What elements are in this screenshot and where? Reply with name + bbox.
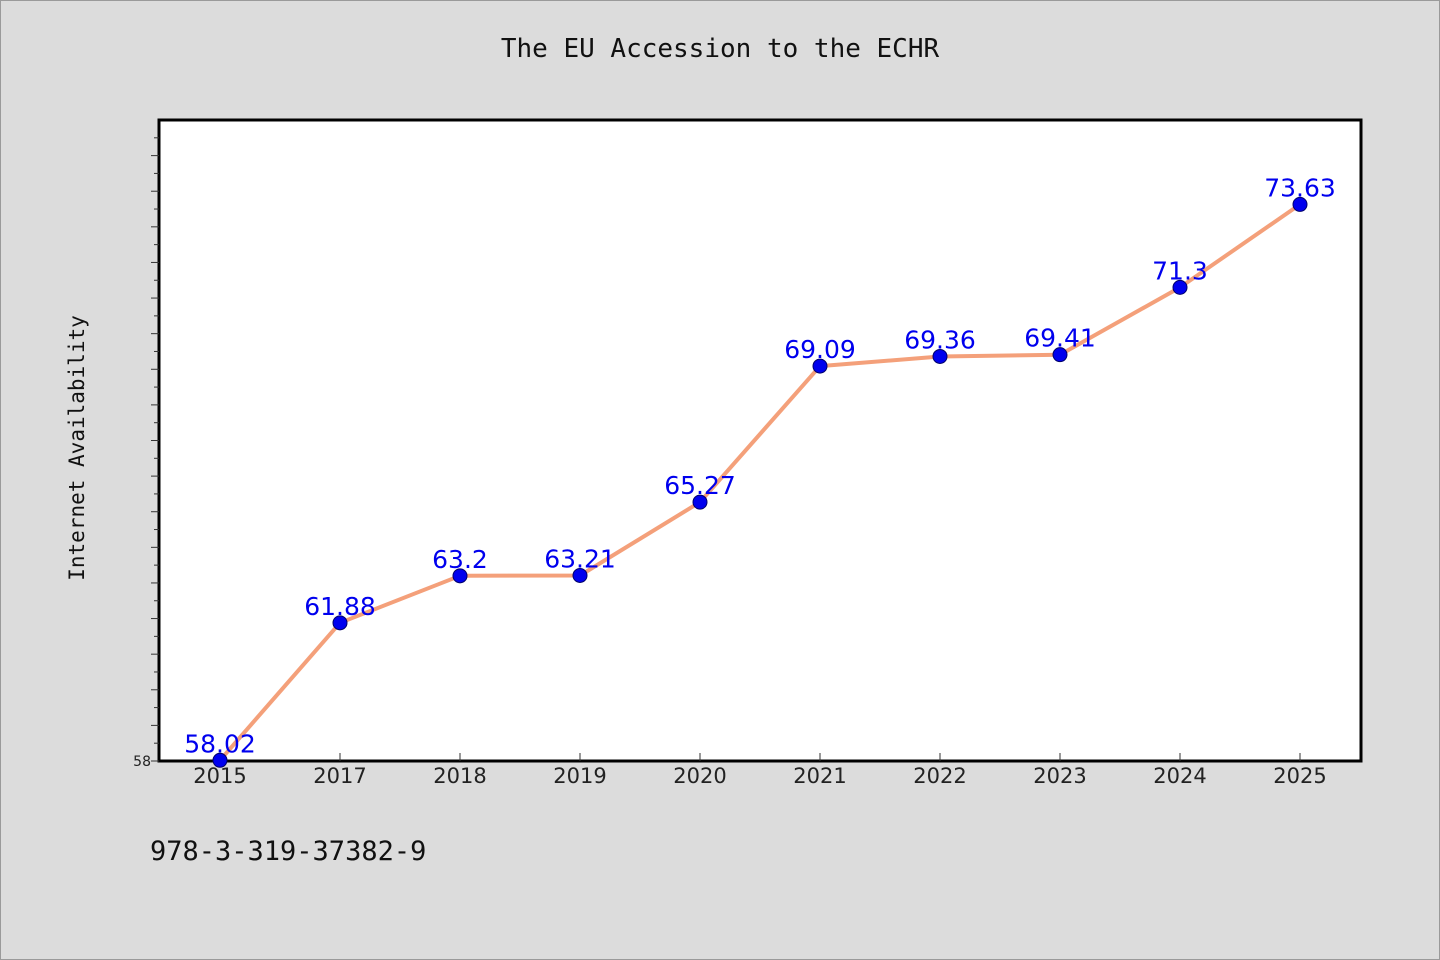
x-axis-ticks: 2015 2017 2018 2019 2020 2021 2022 2023 2024 2025: [193, 753, 1327, 788]
data-point: [1292, 196, 1308, 212]
y-axis-ticks: 58: [133, 137, 159, 770]
x-tick-label: 2017: [313, 764, 366, 788]
data-point: [932, 348, 948, 364]
data-point: [212, 752, 228, 768]
x-tick-label: 2021: [793, 764, 846, 788]
x-tick-label: 2023: [1033, 764, 1086, 788]
data-label: 65.27: [664, 471, 736, 500]
data-point: [812, 358, 828, 374]
x-tick-label: 2024: [1153, 764, 1206, 788]
x-tick-label: 2022: [913, 764, 966, 788]
data-label: 69.36: [904, 325, 976, 354]
data-label: 61.88: [304, 592, 376, 621]
chart-title: The EU Accession to the ECHR: [500, 34, 940, 64]
data-label: 58.02: [184, 729, 256, 758]
data-point: [572, 567, 588, 583]
data-point: [1052, 347, 1068, 363]
y-tick-label: 58: [133, 754, 151, 770]
data-label: 63.2: [432, 545, 488, 574]
data-label: 69.09: [784, 335, 856, 364]
data-point: [1172, 279, 1188, 295]
data-labels: 58.02 61.88 63.2 63.21 65.27 69.09 69.36 69.41 7…: [184, 173, 1336, 758]
data-point: [692, 494, 708, 510]
x-tick-label: 2015: [193, 764, 246, 788]
series-line: [218, 202, 1302, 763]
x-tick-label: 2025: [1273, 764, 1326, 788]
data-label: 71.3: [1152, 256, 1208, 285]
x-tick-label: 2020: [673, 764, 726, 788]
data-label: 63.21: [544, 544, 616, 573]
data-point: [332, 615, 348, 631]
x-tick-label: 2019: [553, 764, 606, 788]
data-label: 69.41: [1024, 324, 1096, 353]
data-label: 73.63: [1264, 173, 1336, 202]
series-markers: [212, 196, 1308, 768]
plot-area: [157, 118, 1363, 763]
data-point: [452, 568, 468, 584]
x-tick-label: 2018: [433, 764, 486, 788]
footnote-isbn: 978-3-319-37382-9: [150, 836, 427, 867]
